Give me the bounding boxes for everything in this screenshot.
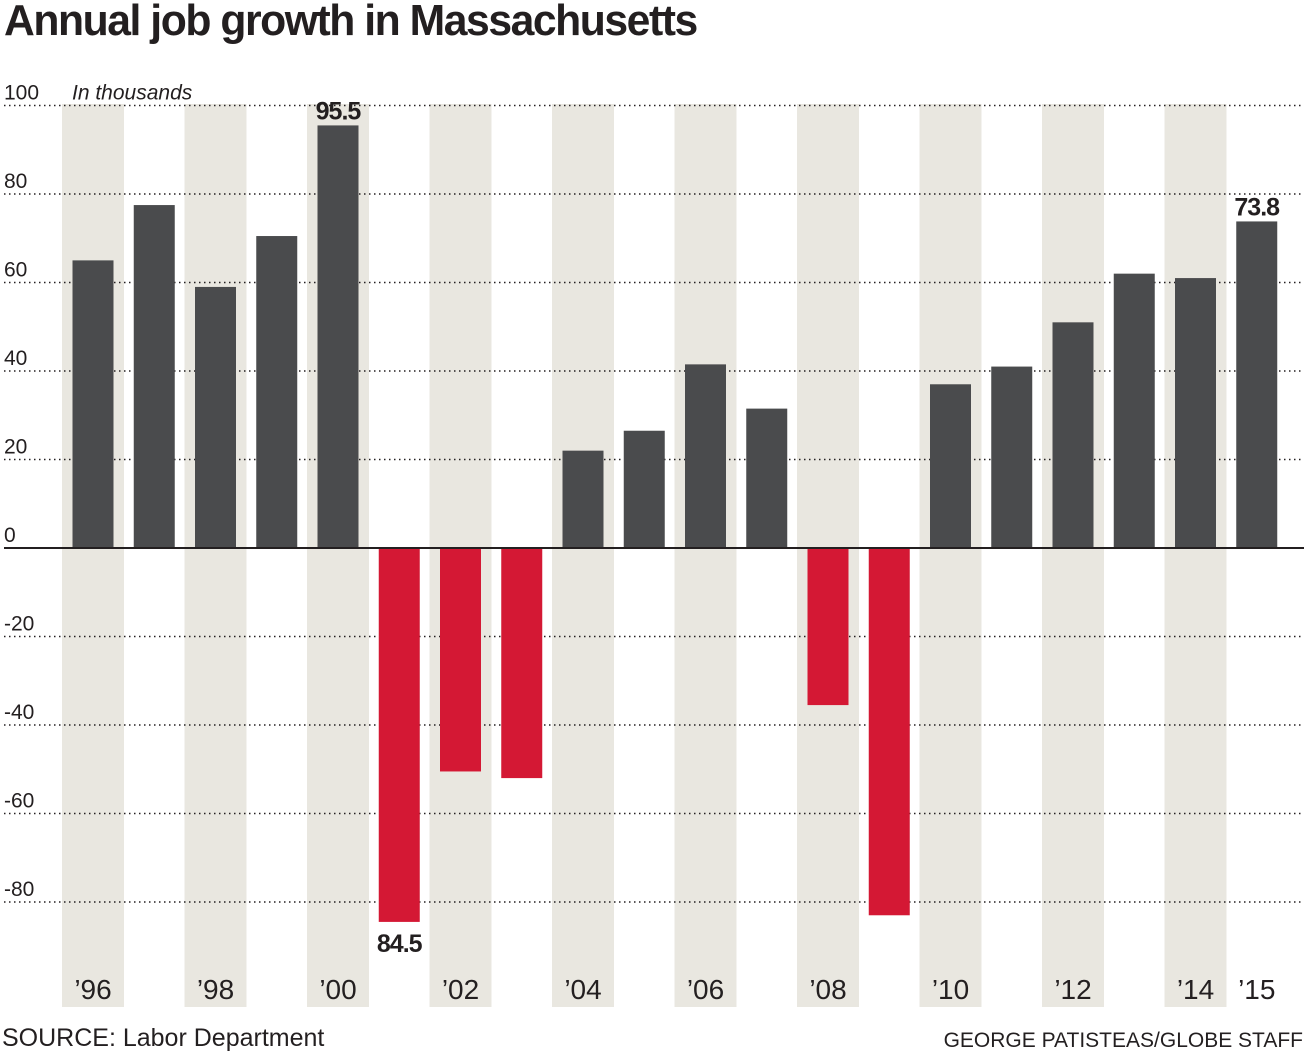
year-band (919, 104, 982, 1007)
y-tick-label: 80 (4, 170, 27, 193)
year-band (674, 104, 737, 1007)
bar (195, 286, 236, 548)
year-band (1164, 104, 1227, 1007)
x-tick-label: ’06 (687, 974, 724, 1005)
bar (1052, 322, 1094, 548)
x-tick-label: ’12 (1054, 974, 1091, 1005)
data-label: 95.5 (316, 97, 362, 125)
x-tick-label: ’00 (319, 974, 356, 1005)
y-tick-label: -40 (4, 701, 34, 724)
chart-title: Annual job growth in Massachusetts (4, 0, 698, 45)
x-tick-label: ’10 (932, 974, 969, 1005)
bar (807, 548, 849, 706)
bar (930, 384, 971, 548)
x-tick-label: ’04 (564, 974, 601, 1005)
bar (685, 364, 726, 548)
bar (317, 125, 359, 548)
y-tick-label: 0 (4, 524, 16, 547)
y-tick-label: -20 (4, 613, 34, 636)
bar (256, 236, 298, 548)
x-tick-label: ’15 (1238, 974, 1275, 1005)
bar (72, 260, 114, 548)
bar (868, 548, 910, 916)
x-tick-label: ’14 (1177, 974, 1214, 1005)
y-tick-label: 40 (4, 347, 27, 370)
x-tick-label: ’08 (809, 974, 846, 1005)
credit-note: GEORGE PATISTEAS/GLOBE STAFF (943, 1029, 1303, 1052)
y-tick-label: -80 (4, 878, 34, 901)
bar (378, 548, 420, 922)
data-label: 84.5 (377, 930, 423, 958)
year-band (184, 104, 247, 1007)
y-tick-label: 60 (4, 259, 27, 282)
bar (501, 548, 543, 779)
bar (1236, 221, 1278, 548)
bar (623, 430, 665, 548)
bar (1113, 273, 1155, 548)
bar (1175, 278, 1216, 548)
year-band (62, 104, 124, 1007)
x-tick-label: ’96 (74, 974, 111, 1005)
y-tick-label: 100 (4, 82, 39, 105)
x-tick-label: ’02 (442, 974, 479, 1005)
bar (746, 408, 788, 548)
year-band (1042, 104, 1104, 1007)
bar (562, 450, 604, 548)
source-note: SOURCE: Labor Department (2, 1024, 325, 1052)
unit-label: In thousands (72, 82, 193, 105)
y-tick-label: 20 (4, 436, 27, 459)
data-label: 73.8 (1234, 193, 1280, 221)
bar (440, 548, 481, 772)
bar (133, 205, 175, 548)
x-tick-label: ’98 (197, 974, 234, 1005)
year-band (552, 104, 614, 1007)
bar (991, 366, 1033, 548)
y-tick-label: -60 (4, 790, 34, 813)
